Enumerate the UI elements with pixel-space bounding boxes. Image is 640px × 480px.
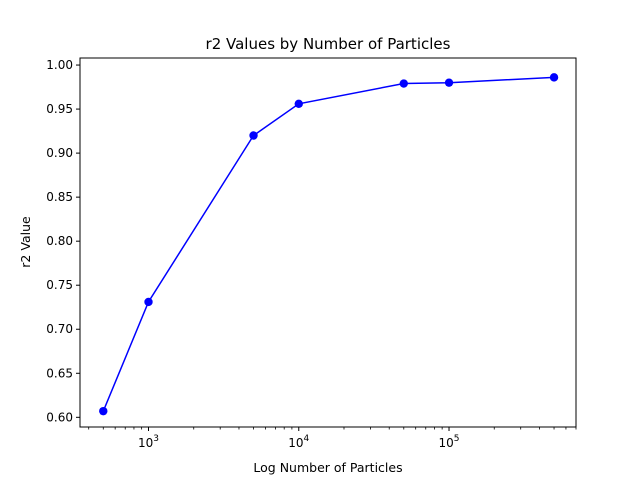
chart-title: r2 Values by Number of Particles: [206, 35, 451, 53]
data-point-2: [249, 131, 258, 140]
x-axis-label: Log Number of Particles: [253, 460, 402, 475]
axes-frame: [79, 57, 577, 428]
y-tick-label-2: 0.70: [46, 322, 73, 336]
series-line-0: [102, 76, 555, 412]
y-tick-label-3: 0.75: [46, 278, 73, 292]
data-point-5: [444, 78, 454, 87]
data-point-1: [144, 297, 153, 307]
data-point-3: [294, 99, 303, 108]
x-tick-label-2: 105: [439, 434, 460, 450]
y-tick-label-5: 0.85: [46, 190, 73, 204]
x-tick-label-0: 103: [138, 434, 159, 450]
data-point-6: [549, 73, 559, 82]
y-tick-label-8: 1.00: [46, 58, 73, 72]
y-tick-label-7: 0.95: [46, 102, 73, 116]
y-tick-label-4: 0.80: [46, 234, 73, 248]
y-tick-label-0: 0.60: [46, 410, 73, 424]
data-point-0: [99, 406, 108, 416]
data-point-4: [399, 79, 408, 88]
y-tick-label-6: 0.90: [46, 146, 73, 160]
x-tick-label-1: 104: [288, 434, 309, 450]
y-axis-label: r2 Value: [18, 216, 33, 268]
y-tick-label-1: 0.65: [46, 366, 73, 380]
plot-area: [99, 73, 559, 416]
